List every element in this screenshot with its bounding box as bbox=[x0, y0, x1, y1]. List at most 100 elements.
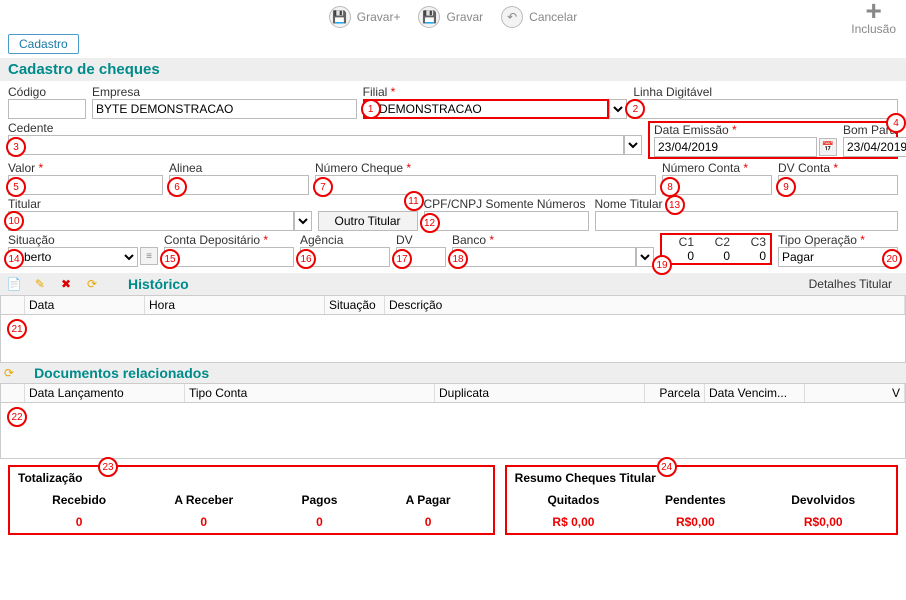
quitados-v: R$ 0,00 bbox=[547, 515, 599, 529]
codigo-input[interactable] bbox=[8, 99, 86, 119]
c2-value: 0 bbox=[723, 249, 730, 263]
data-emissao-input[interactable] bbox=[654, 137, 817, 157]
titular-dd[interactable] bbox=[294, 211, 312, 231]
alinea-input[interactable] bbox=[169, 175, 309, 195]
lbl-codigo: Código bbox=[8, 85, 86, 99]
lbl-titular: Titular bbox=[8, 197, 312, 211]
bom-para-input[interactable] bbox=[843, 137, 906, 157]
inclusao-label: Inclusão bbox=[851, 22, 896, 36]
cancelar-label: Cancelar bbox=[529, 10, 577, 24]
valor-input[interactable] bbox=[8, 175, 163, 195]
gravar-button[interactable]: 💾 Gravar bbox=[418, 6, 483, 28]
lbl-num-cheque: Número Cheque bbox=[315, 161, 656, 175]
marker-24: 24 bbox=[657, 457, 677, 477]
lbl-banco: Banco bbox=[452, 233, 654, 247]
c3-value: 0 bbox=[759, 249, 766, 263]
col-data: Data bbox=[25, 296, 145, 314]
areceber-h: A Receber bbox=[174, 493, 233, 507]
lbl-c1: C1 bbox=[679, 235, 694, 249]
gravar-label: Gravar bbox=[446, 10, 483, 24]
num-cheque-input[interactable] bbox=[315, 175, 656, 195]
gravar-plus-label: Gravar+ bbox=[357, 10, 401, 24]
save-icon: 💾 bbox=[418, 6, 440, 28]
historico-grid[interactable]: 21 bbox=[0, 315, 906, 363]
situacao-select[interactable]: Aberto bbox=[8, 247, 138, 267]
new-icon[interactable]: 📄 bbox=[4, 275, 24, 293]
col-hora: Hora bbox=[145, 296, 325, 314]
banco-input[interactable] bbox=[452, 247, 636, 267]
gravar-plus-button[interactable]: 💾 Gravar+ bbox=[329, 6, 401, 28]
banco-dd[interactable] bbox=[636, 247, 654, 267]
save-plus-icon: 💾 bbox=[329, 6, 351, 28]
col-situacao: Situação bbox=[325, 296, 385, 314]
lbl-valor: Valor bbox=[8, 161, 163, 175]
col-data-venc: Data Vencim... bbox=[705, 384, 805, 402]
pendentes-h: Pendentes bbox=[665, 493, 726, 507]
tab-cadastro[interactable]: Cadastro bbox=[8, 34, 79, 54]
conta-dep-input[interactable] bbox=[164, 247, 294, 267]
lbl-conta-dep: Conta Depositário bbox=[164, 233, 294, 247]
cpf-input[interactable] bbox=[424, 211, 589, 231]
empresa-input[interactable] bbox=[92, 99, 357, 119]
lbl-dv: DV bbox=[396, 233, 446, 247]
lbl-cpf: CPF/CNPJ Somente Números bbox=[424, 197, 589, 211]
lbl-bom-para: Bom Para bbox=[843, 123, 906, 137]
pendentes-v: R$0,00 bbox=[665, 515, 726, 529]
resumo-box: Resumo Cheques Titular 24 QuitadosR$ 0,0… bbox=[505, 465, 898, 535]
delete-icon[interactable]: ✖ bbox=[56, 275, 76, 293]
recebido-v: 0 bbox=[52, 515, 106, 529]
docs-grid[interactable]: 22 bbox=[0, 403, 906, 459]
marker-23: 23 bbox=[98, 457, 118, 477]
refresh-docs-icon[interactable]: ⟳ bbox=[4, 366, 14, 380]
detalhes-titular-button[interactable]: Detalhes Titular bbox=[799, 277, 902, 291]
recebido-h: Recebido bbox=[52, 493, 106, 507]
dv-input[interactable] bbox=[396, 247, 446, 267]
devolvidos-h: Devolvidos bbox=[791, 493, 855, 507]
lbl-linha: Linha Digitável bbox=[633, 85, 898, 99]
lbl-num-conta: Número Conta bbox=[662, 161, 772, 175]
lbl-tipo-op: Tipo Operação bbox=[778, 233, 898, 247]
cedente-input[interactable] bbox=[8, 135, 624, 155]
historico-title: Histórico bbox=[128, 276, 189, 292]
cancelar-button[interactable]: ↶ Cancelar bbox=[501, 6, 577, 28]
linha-input[interactable] bbox=[633, 99, 898, 119]
agencia-input[interactable] bbox=[300, 247, 390, 267]
edit-icon[interactable]: ✎ bbox=[30, 275, 50, 293]
historico-bar: 📄 ✎ ✖ ⟳ Histórico Detalhes Titular bbox=[0, 273, 906, 295]
col-tipo-conta: Tipo Conta bbox=[185, 384, 435, 402]
list-icon[interactable]: ≡ bbox=[140, 247, 158, 265]
totalizacao-box: Totalização 23 Recebido0 A Receber0 Pago… bbox=[8, 465, 495, 535]
page-title: Cadastro de cheques bbox=[0, 58, 906, 81]
plus-icon: + bbox=[851, 0, 896, 22]
lbl-cedente: Cedente bbox=[8, 121, 642, 135]
c1-value: 0 bbox=[687, 249, 694, 263]
marker-22: 22 bbox=[7, 407, 27, 427]
filial-input[interactable] bbox=[363, 99, 610, 119]
nome-titular-input[interactable] bbox=[595, 211, 899, 231]
inclusao-button[interactable]: +Inclusão bbox=[851, 0, 896, 36]
tipo-op-input[interactable] bbox=[778, 247, 898, 267]
lbl-filial: Filial bbox=[363, 85, 628, 99]
marker-21: 21 bbox=[7, 319, 27, 339]
col-duplicata: Duplicata bbox=[435, 384, 645, 402]
form: Código Empresa Filial 1 Linha Digitável … bbox=[0, 81, 906, 273]
docs-bar: ⟳ Documentos relacionados bbox=[0, 363, 906, 383]
outro-titular-button[interactable]: Outro Titular bbox=[318, 211, 418, 231]
cedente-dd[interactable] bbox=[624, 135, 642, 155]
num-conta-input[interactable] bbox=[662, 175, 772, 195]
undo-icon: ↶ bbox=[501, 6, 523, 28]
lbl-c3: C3 bbox=[751, 235, 766, 249]
resumo-label: Resumo Cheques Titular bbox=[515, 471, 656, 485]
refresh-icon[interactable]: ⟳ bbox=[82, 275, 102, 293]
pagos-v: 0 bbox=[301, 515, 337, 529]
lbl-data-emissao: Data Emissão bbox=[654, 123, 837, 137]
calendar-icon[interactable]: 📅 bbox=[819, 138, 837, 156]
filial-dd[interactable] bbox=[609, 99, 627, 119]
historico-header: Data Hora Situação Descrição bbox=[0, 295, 906, 315]
titular-input[interactable] bbox=[8, 211, 294, 231]
dv-conta-input[interactable] bbox=[778, 175, 898, 195]
col-parcela: Parcela bbox=[645, 384, 705, 402]
lbl-dv-conta: DV Conta bbox=[778, 161, 898, 175]
col-data-lanc: Data Lançamento bbox=[25, 384, 185, 402]
col-descricao: Descrição bbox=[385, 296, 905, 314]
